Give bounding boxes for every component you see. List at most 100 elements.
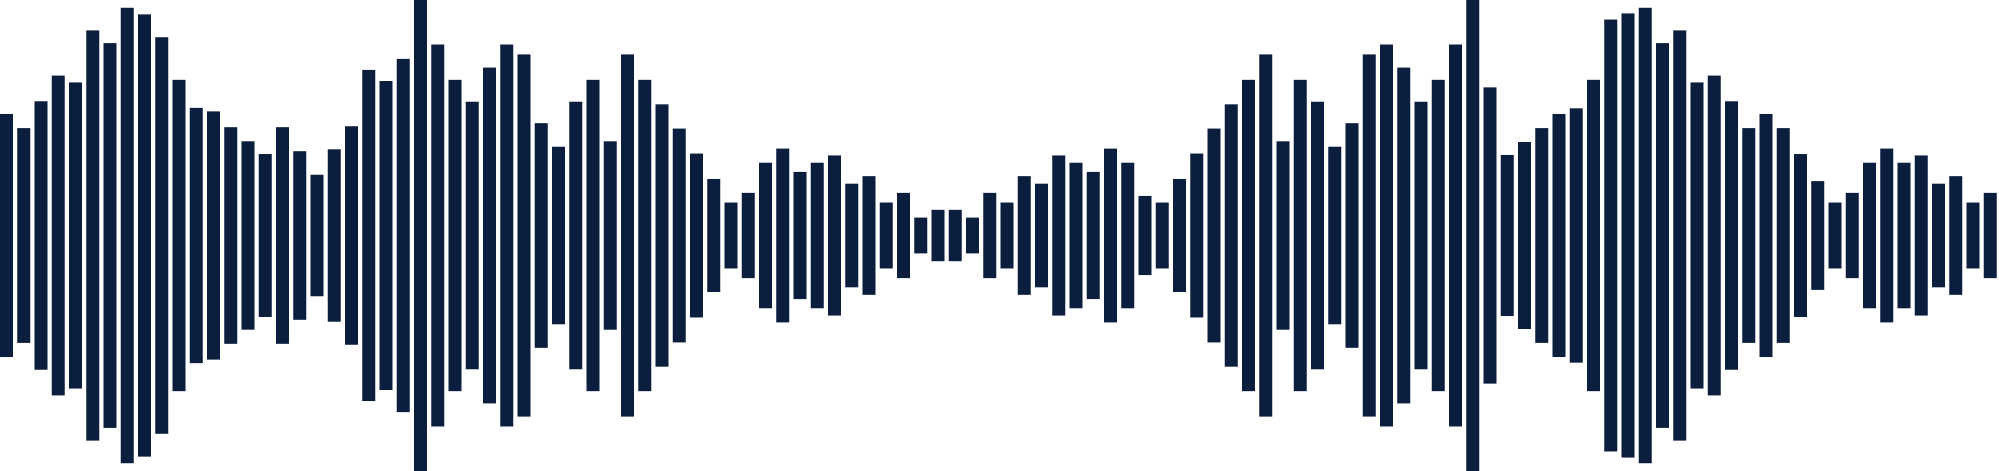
waveform-bar [948, 209, 962, 262]
waveform-bar [1845, 192, 1859, 279]
waveform-bar [1069, 162, 1083, 309]
waveform-bar [1656, 43, 1669, 428]
waveform-bar [1224, 104, 1238, 367]
waveform-bar [1518, 142, 1531, 329]
waveform-bar [1380, 44, 1393, 427]
waveform-bar [1932, 183, 1945, 288]
waveform-bar [120, 7, 134, 464]
waveform-bar [1121, 162, 1135, 309]
waveform-bar [1414, 101, 1428, 370]
waveform-bar [1017, 176, 1031, 295]
waveform-bar [1466, 0, 1480, 471]
waveform-bar [1259, 54, 1273, 417]
waveform-bar [1138, 195, 1152, 276]
waveform-bar [1173, 178, 1186, 293]
waveform-bar [396, 58, 410, 413]
waveform-bar [517, 54, 531, 417]
waveform-bar [1431, 79, 1445, 392]
waveform-bar [621, 54, 634, 417]
waveform-bar [1052, 155, 1066, 316]
waveform-bar [1190, 153, 1204, 318]
waveform-bar [379, 81, 393, 390]
waveform-bar [1449, 44, 1462, 427]
waveform-bar [1914, 155, 1928, 316]
waveform-bar [586, 79, 600, 392]
waveform-bar [1604, 19, 1618, 452]
waveform-bar [845, 183, 859, 288]
waveform-bar [34, 101, 48, 370]
waveform-bar [672, 128, 686, 343]
waveform-bar [914, 217, 928, 254]
waveform-bar [862, 176, 876, 295]
waveform-bar [569, 101, 583, 370]
waveform-bar [1035, 183, 1048, 288]
waveform-bar [1983, 192, 1997, 279]
waveform-bar [241, 141, 255, 330]
waveform-bar [103, 43, 117, 428]
waveform-bar [345, 126, 358, 345]
waveform-bar [1000, 202, 1014, 269]
waveform-bar [1569, 108, 1583, 363]
waveform-bar [1966, 202, 1980, 269]
waveform-bar [810, 162, 824, 309]
waveform-bar [17, 128, 31, 343]
waveform-bar [1535, 128, 1549, 343]
waveform-bar [1794, 154, 1807, 317]
waveform-bar [1155, 202, 1169, 269]
waveform-bar [776, 148, 790, 323]
waveform-bar [1759, 113, 1773, 358]
waveform-bar [1897, 162, 1911, 309]
waveform-bar [258, 154, 272, 317]
waveform-bar [966, 217, 979, 254]
waveform-bar [1863, 162, 1876, 309]
waveform-bar [793, 171, 807, 300]
waveform-bar [707, 178, 721, 293]
waveform-bar [1742, 128, 1756, 343]
waveform-bar [741, 192, 755, 279]
waveform-bar [1207, 128, 1221, 343]
waveform-bar [638, 79, 652, 392]
waveform-bar [69, 82, 82, 389]
waveform-bar [759, 162, 772, 309]
waveform-bar [362, 69, 376, 402]
waveform-bar [1242, 79, 1255, 392]
waveform-bar [897, 192, 910, 279]
waveform-bar [1949, 176, 1963, 295]
waveform-bar [1621, 13, 1635, 458]
waveform-bar [1104, 148, 1117, 323]
waveform-bar [879, 202, 893, 269]
waveform-bar [1483, 87, 1497, 384]
waveform-bar [431, 44, 445, 427]
waveform-bar [500, 44, 514, 427]
waveform-bar [1086, 171, 1100, 300]
waveform-bar [534, 123, 548, 348]
waveform-bar [310, 174, 324, 297]
waveform-bar [1397, 67, 1411, 404]
waveform-bar [155, 37, 169, 434]
waveform-bar [724, 202, 738, 269]
waveform-bar [0, 113, 13, 358]
waveform-bar [207, 111, 220, 360]
waveform-bar [1690, 82, 1704, 389]
waveform-bar [552, 146, 565, 325]
waveform-bar [1707, 75, 1721, 396]
waveform-bar [983, 192, 997, 279]
waveform-bar [327, 149, 341, 322]
waveform-bar [1311, 101, 1324, 370]
waveform-bar [293, 151, 307, 320]
waveform-bar [1328, 146, 1342, 325]
waveform-bar [1673, 30, 1687, 441]
waveform-bar [1880, 148, 1894, 323]
waveform-bar [1345, 123, 1359, 348]
waveform-bar [931, 209, 945, 262]
waveform-bar [224, 127, 238, 344]
waveform-bar [172, 79, 186, 392]
waveform-bar [1500, 154, 1514, 317]
waveform-bar [828, 155, 841, 316]
waveform-bar [465, 101, 479, 370]
waveform-bar [1552, 113, 1566, 358]
waveform-bar [1811, 181, 1825, 290]
waveform-bar [1587, 79, 1600, 392]
